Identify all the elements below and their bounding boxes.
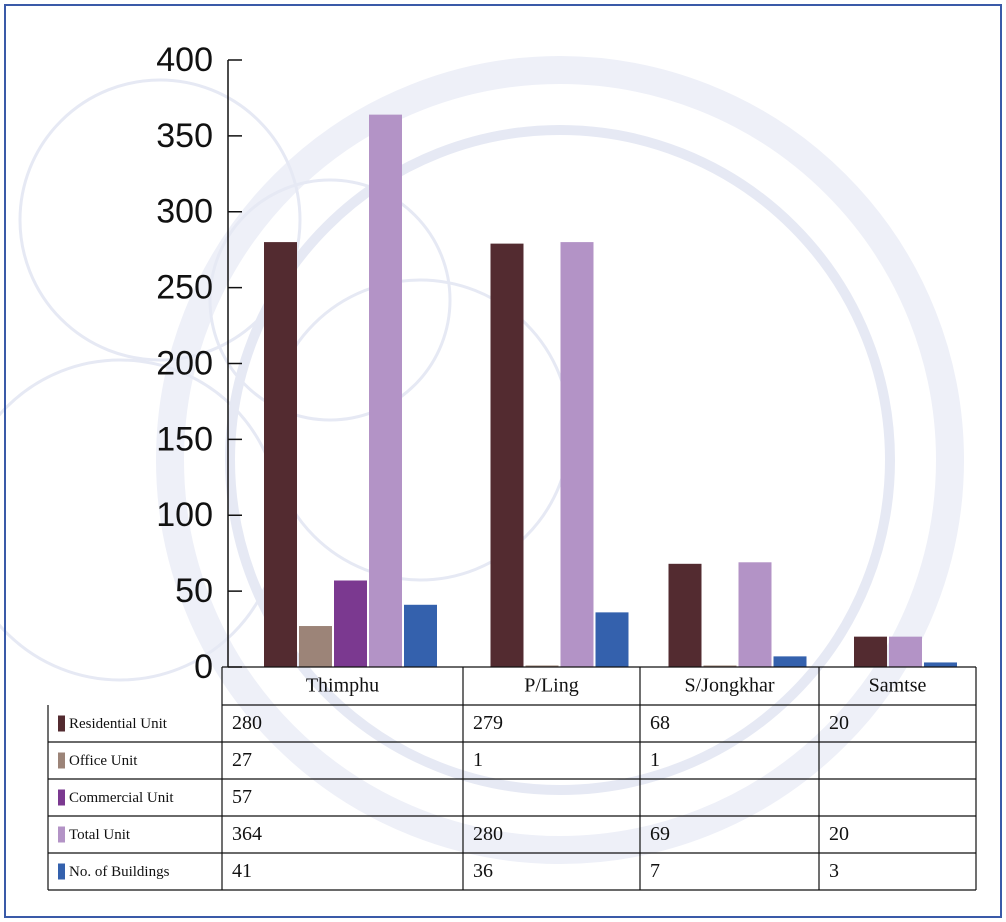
table-value: 69 [650, 823, 670, 845]
table-value: 3 [829, 860, 839, 882]
legend-label: Office Unit [69, 753, 138, 769]
table-value: 57 [232, 786, 252, 808]
decoration [0, 56, 964, 864]
y-tick-label: 300 [156, 193, 213, 231]
bar [490, 243, 524, 667]
y-tick-label: 400 [156, 41, 213, 79]
legend-swatch [58, 826, 65, 843]
bar [924, 662, 957, 667]
table-value: 36 [473, 860, 493, 882]
y-tick-label: 0 [194, 648, 213, 686]
table-value: 20 [829, 712, 849, 734]
table-value: 1 [650, 749, 660, 771]
y-tick-label: 250 [156, 269, 213, 307]
legend-swatch [58, 752, 65, 769]
legend-swatch [58, 715, 65, 732]
bar [738, 562, 772, 667]
bar [369, 114, 402, 667]
bar [773, 656, 807, 667]
category-label: P/Ling [524, 675, 578, 697]
bar [299, 626, 332, 667]
frame [4, 4, 1002, 918]
y-tick-label: 350 [156, 117, 213, 155]
category-label: S/Jongkhar [685, 675, 775, 697]
bar [264, 242, 297, 667]
bar [703, 665, 737, 667]
bar [668, 563, 702, 667]
bar [404, 604, 437, 667]
bar [525, 665, 559, 667]
bar [595, 612, 629, 667]
table-value: 279 [473, 712, 503, 734]
bar [560, 242, 594, 667]
legend-label: Residential Unit [69, 716, 168, 732]
table-value: 27 [232, 749, 252, 771]
table-value: 280 [473, 823, 503, 845]
table-value: 20 [829, 823, 849, 845]
category-label: Samtse [869, 675, 927, 697]
y-tick-label: 50 [175, 572, 213, 610]
table-value: 364 [232, 823, 262, 845]
legend-label: No. of Buildings [69, 864, 170, 880]
legend-label: Total Unit [69, 827, 131, 843]
bar [889, 636, 922, 667]
table-value: 68 [650, 712, 670, 734]
legend-label: Commercial Unit [69, 790, 174, 806]
table-value: 1 [473, 749, 483, 771]
table-value: 280 [232, 712, 262, 734]
table-value: 7 [650, 860, 660, 882]
legend-swatch [58, 863, 65, 880]
bar [334, 580, 367, 667]
table-value: 41 [232, 860, 252, 882]
y-tick-label: 150 [156, 420, 213, 458]
y-tick-label: 200 [156, 344, 213, 382]
bar [854, 636, 887, 667]
legend-swatch [58, 789, 65, 806]
y-tick-label: 100 [156, 496, 213, 534]
category-label: Thimphu [306, 675, 379, 697]
